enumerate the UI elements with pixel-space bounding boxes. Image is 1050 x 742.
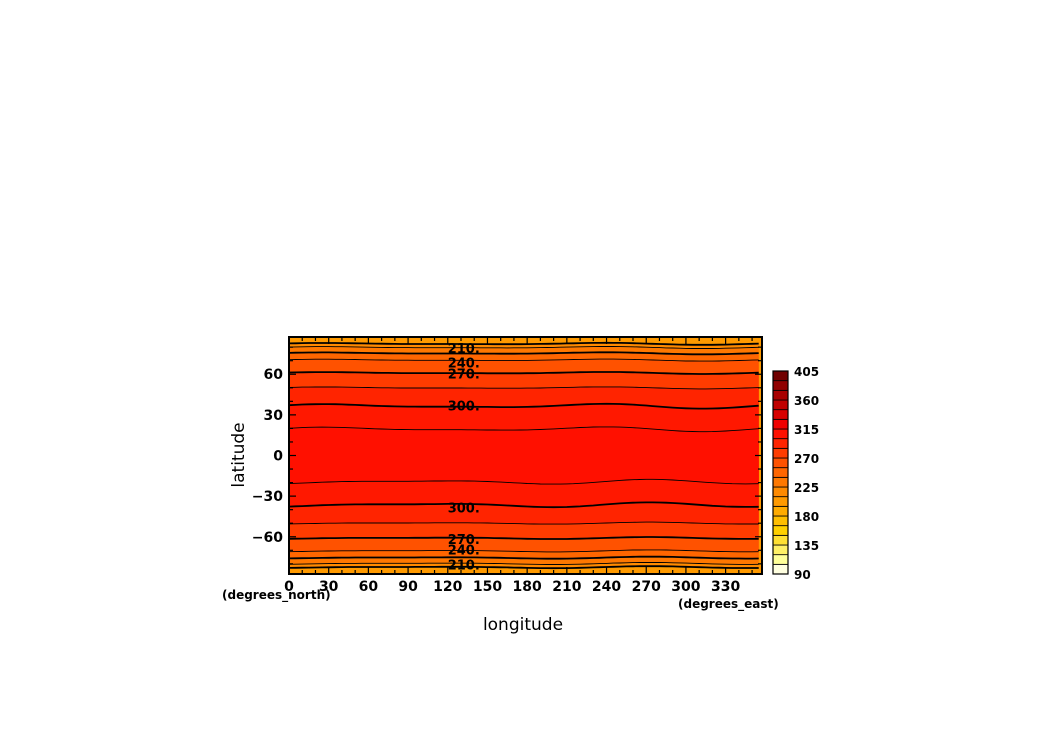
- colorbar-swatch: [772, 554, 789, 565]
- x-tick-label: 300: [671, 579, 700, 595]
- colorbar-swatch: [772, 486, 789, 498]
- colorbar-swatch: [772, 389, 789, 401]
- colorbar-label: 270: [794, 452, 819, 466]
- colorbar-swatch: [772, 428, 789, 440]
- y-tick-label: 30: [264, 408, 284, 424]
- x-units-label: (degrees_east): [678, 597, 779, 612]
- colorbar-swatch: [772, 380, 789, 391]
- contour-line-225: [288, 346, 759, 349]
- colorbar-swatch: [772, 534, 789, 546]
- x-axis-label: longitude: [483, 615, 563, 635]
- colorbar-swatch: [772, 438, 789, 449]
- colorbar-swatch: [772, 457, 789, 469]
- x-tick-label: 180: [513, 579, 542, 595]
- contour-line-285: [288, 521, 759, 525]
- contour-label: 210.: [448, 559, 480, 574]
- band-gt315: [289, 426, 759, 485]
- colorbar-label: 315: [794, 423, 819, 437]
- contour-label: 270.: [448, 368, 480, 383]
- y-axis-label: latitude: [229, 422, 249, 487]
- colorbar-swatch: [772, 515, 789, 527]
- colorbar-swatch: [772, 399, 789, 411]
- contour-line-300: [288, 501, 759, 509]
- contour-line-210: [288, 341, 759, 346]
- colorbar-swatch: [772, 496, 789, 507]
- y-tick-label: 60: [264, 367, 284, 383]
- contour-line-270: [288, 536, 759, 540]
- colorbar-frame: [772, 370, 789, 575]
- colorbar-swatch: [772, 370, 789, 382]
- x-tick-label: 270: [632, 579, 661, 595]
- contour-label: 270.: [448, 533, 480, 548]
- colorbar: 90 135 180 225 270 315 360 405: [772, 365, 819, 582]
- contour-label: 300.: [448, 502, 480, 517]
- y-tick-labels: 60 30 0 −30 −60: [252, 367, 283, 546]
- colorbar-swatch: [772, 467, 789, 478]
- colorbar-label: 405: [794, 365, 819, 379]
- contour-labels: 210.240.270.300.300.270.240.210.: [448, 342, 480, 574]
- contour-line-300: [288, 402, 759, 410]
- colorbar-label: 180: [794, 510, 819, 524]
- contour-label: 300.: [448, 399, 480, 414]
- x-tick-label: 120: [433, 579, 462, 595]
- colorbar-swatch: [772, 418, 789, 430]
- x-tick-label: 150: [473, 579, 502, 595]
- colorbar-swatch: [772, 447, 789, 459]
- x-tick-label: 0: [284, 579, 294, 595]
- x-tick-label: 90: [398, 579, 418, 595]
- contour-line-285: [288, 386, 759, 390]
- y-tick-label: −60: [252, 530, 283, 546]
- colorbar-swatch: [772, 563, 789, 575]
- contour-line-255: [288, 358, 759, 362]
- x-tick-label: 330: [711, 579, 740, 595]
- axis-ticks: [288, 337, 762, 574]
- colorbar-swatch: [772, 544, 789, 556]
- contour-line-270: [288, 371, 759, 375]
- contour-label: 240.: [448, 357, 480, 372]
- y-units-label: (degrees_north): [222, 588, 331, 603]
- x-tick-label: 30: [319, 579, 339, 595]
- x-tick-label: 60: [359, 579, 379, 595]
- x-tick-label: 210: [552, 579, 581, 595]
- colorbar-swatch: [772, 476, 789, 488]
- contour-line-255: [288, 549, 759, 553]
- colorbar-swatch: [772, 525, 789, 536]
- contour-label: 210.: [448, 342, 480, 357]
- colorbar-label: 360: [794, 394, 819, 408]
- contour-line-315: [288, 426, 759, 433]
- contour-line-315: [288, 478, 759, 485]
- y-tick-label: 0: [273, 449, 283, 465]
- colorbar-label: 135: [794, 539, 819, 553]
- colorbar-swatch: [772, 409, 789, 420]
- contour-line-240: [288, 555, 759, 560]
- colorbar-label: 225: [794, 481, 819, 495]
- contour-lines: [288, 341, 759, 570]
- x-tick-label: 240: [592, 579, 621, 595]
- contour-label: 240.: [448, 544, 480, 559]
- contour-line-225: [288, 562, 759, 565]
- colorbar-swatch: [772, 505, 789, 517]
- y-tick-label: −30: [252, 489, 283, 505]
- contour-line-210: [288, 565, 759, 570]
- colorbar-label: 90: [794, 568, 811, 582]
- x-tick-labels: 0 30 60 90 120 150 180 210 240 270 300 330: [284, 579, 740, 595]
- contour-line-240: [288, 351, 759, 356]
